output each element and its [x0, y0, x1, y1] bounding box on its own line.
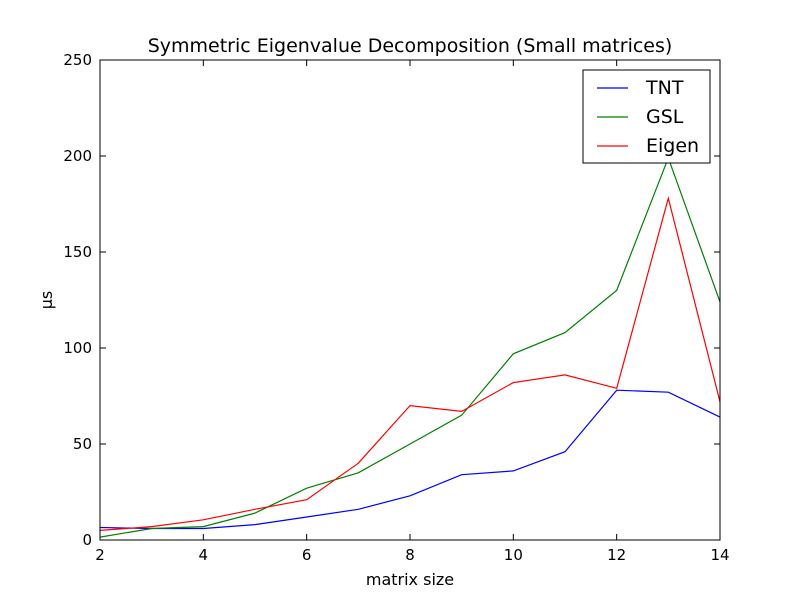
legend-label-tnt: TNT — [645, 77, 684, 99]
y-tick-label: 0 — [82, 531, 92, 549]
series-line-gsl — [99, 156, 721, 538]
legend: TNT GSL Eigen — [582, 69, 711, 164]
series-line-tnt — [99, 389, 721, 530]
x-tick-label: 10 — [504, 546, 523, 564]
x-tick-label: 12 — [607, 546, 626, 564]
y-tick-label: 150 — [63, 243, 92, 261]
legend-label-eigen: Eigen — [646, 135, 699, 157]
y-tick-label: 50 — [73, 435, 92, 453]
x-axis-label: matrix size — [366, 570, 454, 589]
y-tick-label: 250 — [63, 51, 92, 69]
x-tick-label: 4 — [199, 546, 209, 564]
legend-label-gsl: GSL — [646, 106, 684, 128]
tick-layer: 2 4 6 8 10 12 14 0 50 100 150 200 250 — [63, 51, 729, 564]
y-tick-label: 100 — [63, 339, 92, 357]
x-tick-label: 14 — [710, 546, 729, 564]
y-tick-label: 200 — [63, 147, 92, 165]
y-axis-label: μs — [37, 291, 56, 310]
x-tick-label: 2 — [95, 546, 105, 564]
x-tick-label: 8 — [405, 546, 415, 564]
series-line-eigen — [99, 195, 721, 531]
x-tick-label: 6 — [302, 546, 312, 564]
chart-title: Symmetric Eigenvalue Decomposition (Smal… — [148, 35, 673, 57]
series-layer — [99, 156, 721, 538]
